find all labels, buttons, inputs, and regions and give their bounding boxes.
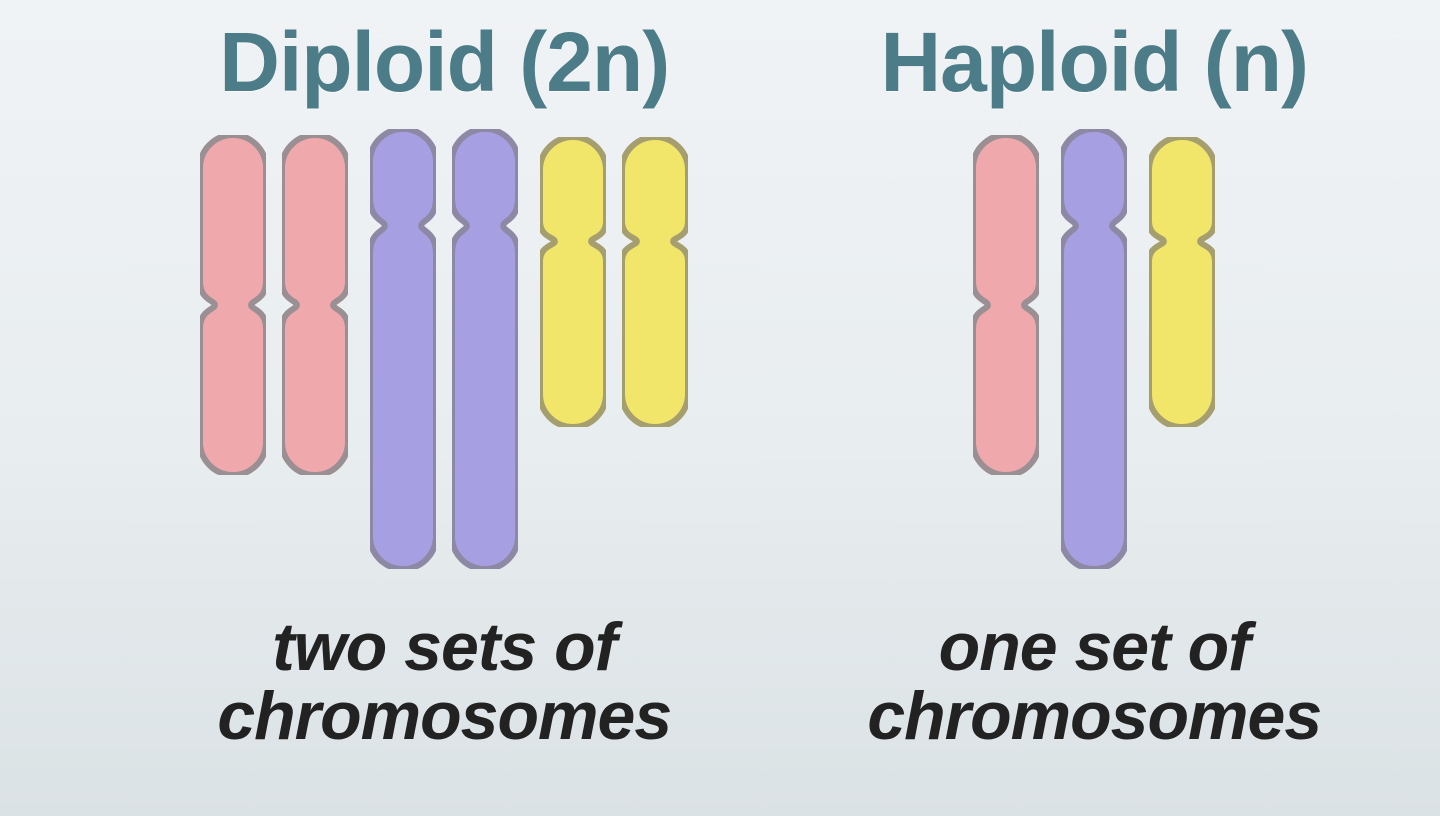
diploid-title: Diploid (2n) [219, 14, 669, 111]
diploid-caption-line1: two sets of [272, 609, 616, 685]
chromosome-icon [973, 135, 1039, 475]
haploid-title: Haploid (n) [880, 14, 1308, 111]
chromosome-icon [370, 129, 436, 569]
haploid-panel: Haploid (n) one set of chromosomes [818, 20, 1370, 752]
haploid-caption: one set of chromosomes [867, 613, 1321, 752]
chromosome-icon [452, 129, 518, 569]
chromosome [1149, 137, 1215, 427]
chromosome [622, 137, 688, 427]
diploid-caption-line2: chromosomes [217, 678, 671, 754]
chromosome [1061, 129, 1127, 569]
chromosome-group [200, 135, 348, 475]
chromosome-icon [1149, 137, 1215, 427]
chromosome [973, 135, 1039, 475]
haploid-caption-line2: chromosomes [867, 678, 1321, 754]
chromosome [370, 129, 436, 569]
chromosome-icon [282, 135, 348, 475]
diploid-caption: two sets of chromosomes [217, 613, 671, 752]
chromosome-group [1149, 137, 1215, 427]
chromosome-group [1061, 129, 1127, 569]
chromosome-icon [540, 137, 606, 427]
chromosome-group [540, 137, 688, 427]
chromosome [452, 129, 518, 569]
diploid-panel: Diploid (2n) two sets of chromosomes [70, 20, 818, 752]
chromosome-icon [200, 135, 266, 475]
diagram-canvas: Diploid (2n) two sets of chromosomes Hap… [0, 0, 1440, 816]
chromosome-icon [1061, 129, 1127, 569]
diploid-chromosome-row [200, 129, 688, 599]
haploid-caption-line1: one set of [939, 609, 1250, 685]
chromosome-group [973, 135, 1039, 475]
haploid-chromosome-row [973, 129, 1215, 599]
chromosome-icon [622, 137, 688, 427]
chromosome [540, 137, 606, 427]
chromosome [200, 135, 266, 475]
chromosome [282, 135, 348, 475]
chromosome-group [370, 129, 518, 569]
